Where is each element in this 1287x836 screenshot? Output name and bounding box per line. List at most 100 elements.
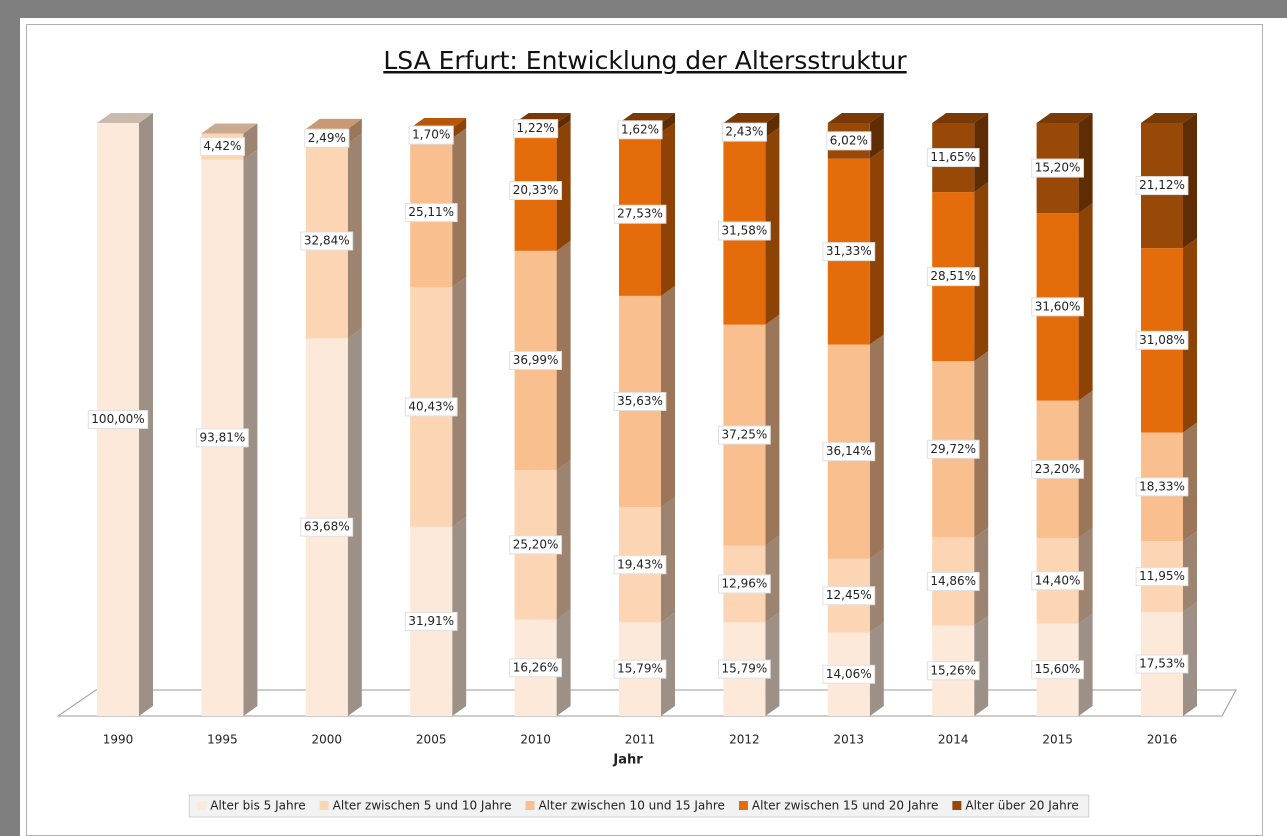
data-label-bg <box>617 120 663 140</box>
data-label-group: 18,33% <box>1135 477 1189 497</box>
data-label: 28,51% <box>930 269 976 283</box>
bar-side <box>661 612 675 716</box>
data-label: 31,91% <box>408 614 454 628</box>
data-label-bg <box>1031 158 1084 178</box>
bar-top <box>410 118 467 129</box>
data-label-bg <box>1031 459 1084 479</box>
bar-side <box>347 118 362 144</box>
bar-side <box>869 622 884 716</box>
data-label-bg <box>721 122 767 142</box>
data-label-group: 100,00% <box>87 410 149 429</box>
data-label-group: 15,79% <box>718 659 771 679</box>
legend-swatch <box>738 801 748 810</box>
bar-side <box>452 128 467 288</box>
data-label: 12,96% <box>722 576 768 590</box>
data-label-group: 29,72% <box>926 439 980 459</box>
data-label-group: 1,22% <box>513 119 559 139</box>
bar-side <box>452 516 467 716</box>
bar-side <box>1078 203 1093 401</box>
data-label-group: 11,65% <box>926 148 980 168</box>
data-label: 27,53% <box>617 207 663 221</box>
data-label-group: 14,40% <box>1031 571 1084 591</box>
data-label-group: 15,26% <box>926 661 980 681</box>
bar-top <box>201 123 258 134</box>
legend-label: Alter zwischen 15 und 20 Jahre <box>752 799 938 813</box>
data-label: 36,14% <box>826 444 872 458</box>
data-label-bg <box>1031 571 1084 591</box>
data-label-group: 28,51% <box>926 267 980 287</box>
data-label-group: 40,43% <box>404 397 458 417</box>
data-label: 21,12% <box>1139 178 1185 192</box>
bar-side <box>661 122 675 296</box>
data-label: 14,40% <box>1035 573 1081 587</box>
data-label: 100,00% <box>91 412 144 426</box>
data-label-bg <box>408 125 454 145</box>
bar-side <box>765 612 780 716</box>
data-label-bg <box>926 148 980 168</box>
bar-side <box>1183 602 1197 716</box>
bar-top <box>1036 113 1093 123</box>
data-label-group: 2,49% <box>304 128 350 148</box>
data-label: 11,95% <box>1139 569 1185 583</box>
data-label-group: 32,84% <box>300 231 354 251</box>
bar-side <box>974 527 989 626</box>
data-label: 25,11% <box>408 205 454 219</box>
data-label-bg <box>822 664 876 684</box>
data-label-group: 1,62% <box>617 120 663 140</box>
bar-side <box>347 133 362 339</box>
data-label: 2,43% <box>725 125 763 139</box>
data-label: 23,20% <box>1035 462 1081 476</box>
data-label-bg <box>822 586 876 606</box>
data-label-bg <box>718 221 771 241</box>
data-label: 11,65% <box>930 150 976 164</box>
bar-side <box>765 112 780 138</box>
data-label-group: 31,91% <box>404 611 458 631</box>
data-label-group: 4,42% <box>199 137 245 157</box>
data-label-bg <box>513 119 559 139</box>
data-label-bg <box>1135 330 1189 350</box>
data-label: 16,26% <box>513 660 559 674</box>
data-label-bg <box>199 137 245 157</box>
data-label-bg <box>826 131 872 151</box>
data-label-bg <box>613 204 667 224</box>
bar-side <box>1183 238 1197 433</box>
x-axis-title: Jahr <box>612 753 643 768</box>
data-label: 15,79% <box>617 662 663 676</box>
bar-side <box>1078 528 1093 624</box>
bar-side <box>765 314 780 546</box>
data-label-group: 27,53% <box>613 204 667 224</box>
x-tick-label: 2013 <box>834 733 865 747</box>
data-label: 15,60% <box>1035 662 1081 676</box>
data-label-bg <box>509 535 562 555</box>
x-tick-label: 2005 <box>416 733 447 747</box>
bar-side <box>974 351 989 538</box>
legend-label: Alter über 20 Jahre <box>965 799 1078 813</box>
data-label: 1,22% <box>517 121 555 135</box>
data-label-bg <box>613 659 667 679</box>
bar-side <box>974 113 989 193</box>
data-label: 93,81% <box>200 430 246 444</box>
data-label: 20,33% <box>513 183 559 197</box>
bar-side <box>661 497 675 623</box>
legend-box <box>188 794 1090 818</box>
data-label: 40,43% <box>408 399 454 413</box>
data-label-group: 17,53% <box>1135 654 1189 674</box>
data-label-bg <box>613 392 667 412</box>
data-label-group: 36,99% <box>509 350 562 370</box>
bar-side <box>869 548 884 633</box>
data-label-group: 31,60% <box>1031 297 1084 317</box>
data-label-bg <box>1135 477 1189 497</box>
data-label-bg <box>87 410 149 429</box>
legend-swatch <box>952 801 962 810</box>
data-label-bg <box>926 439 980 459</box>
x-tick-label: 2010 <box>520 733 551 747</box>
data-label-bg <box>196 428 249 448</box>
data-label: 31,33% <box>826 244 872 258</box>
data-label-bg <box>822 242 876 262</box>
data-label: 32,84% <box>304 234 350 248</box>
data-label: 17,53% <box>1139 657 1185 671</box>
data-label: 1,62% <box>621 122 659 136</box>
data-label-bg <box>509 350 562 370</box>
data-label-group: 15,20% <box>1031 158 1084 178</box>
